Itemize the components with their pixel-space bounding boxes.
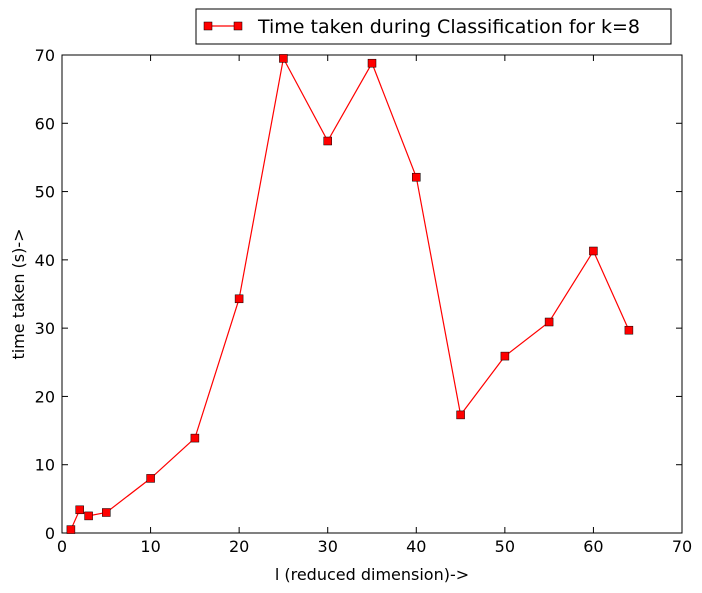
data-point — [544, 317, 554, 327]
data-point — [624, 325, 634, 335]
x-tick-label: 70 — [672, 537, 692, 556]
data-point — [146, 474, 155, 483]
data-point — [367, 58, 377, 68]
plot-frame — [61, 54, 683, 534]
data-point — [102, 508, 111, 517]
x-tick-label: 50 — [495, 537, 515, 556]
axis-ticks: 0 10 20 30 40 50 60 70 0 10 20 30 40 50 60 70 — [35, 46, 693, 556]
x-tick-label: 30 — [318, 537, 338, 556]
series-group — [66, 54, 634, 534]
y-tick-label: 0 — [45, 524, 55, 543]
data-point — [190, 433, 200, 443]
x-tick-label: 20 — [229, 537, 249, 556]
x-axis-label: l (reduced dimension)-> — [275, 565, 469, 584]
legend-marker-left — [203, 21, 213, 31]
data-point — [323, 136, 332, 146]
legend-marker-right — [233, 21, 243, 31]
data-point — [589, 246, 598, 256]
data-point — [66, 525, 76, 534]
y-tick-label: 10 — [35, 456, 55, 475]
y-tick-label: 40 — [35, 251, 55, 270]
data-point — [75, 505, 84, 515]
data-point — [412, 172, 421, 182]
data-point — [279, 54, 288, 63]
x-tick-label: 40 — [406, 537, 426, 556]
data-point — [84, 511, 93, 521]
data-point — [456, 410, 465, 420]
legend-box — [195, 8, 672, 45]
y-tick-label: 70 — [35, 46, 55, 65]
series-line — [70, 56, 630, 530]
y-tick-label: 50 — [35, 183, 55, 202]
y-tick-label: 30 — [35, 319, 55, 338]
legend-label: Time taken during Classification for k=8 — [257, 16, 640, 38]
x-tick-label: 10 — [140, 537, 160, 556]
data-point — [500, 351, 510, 361]
x-tick-label: 60 — [583, 537, 603, 556]
y-tick-label: 20 — [35, 387, 55, 406]
legend: Time taken during Classification for k=8 — [195, 8, 672, 45]
y-tick-label: 60 — [35, 114, 55, 133]
y-axis-label: time taken (s)-> — [9, 228, 28, 359]
x-tick-label: 0 — [57, 537, 67, 556]
data-point — [234, 294, 244, 304]
